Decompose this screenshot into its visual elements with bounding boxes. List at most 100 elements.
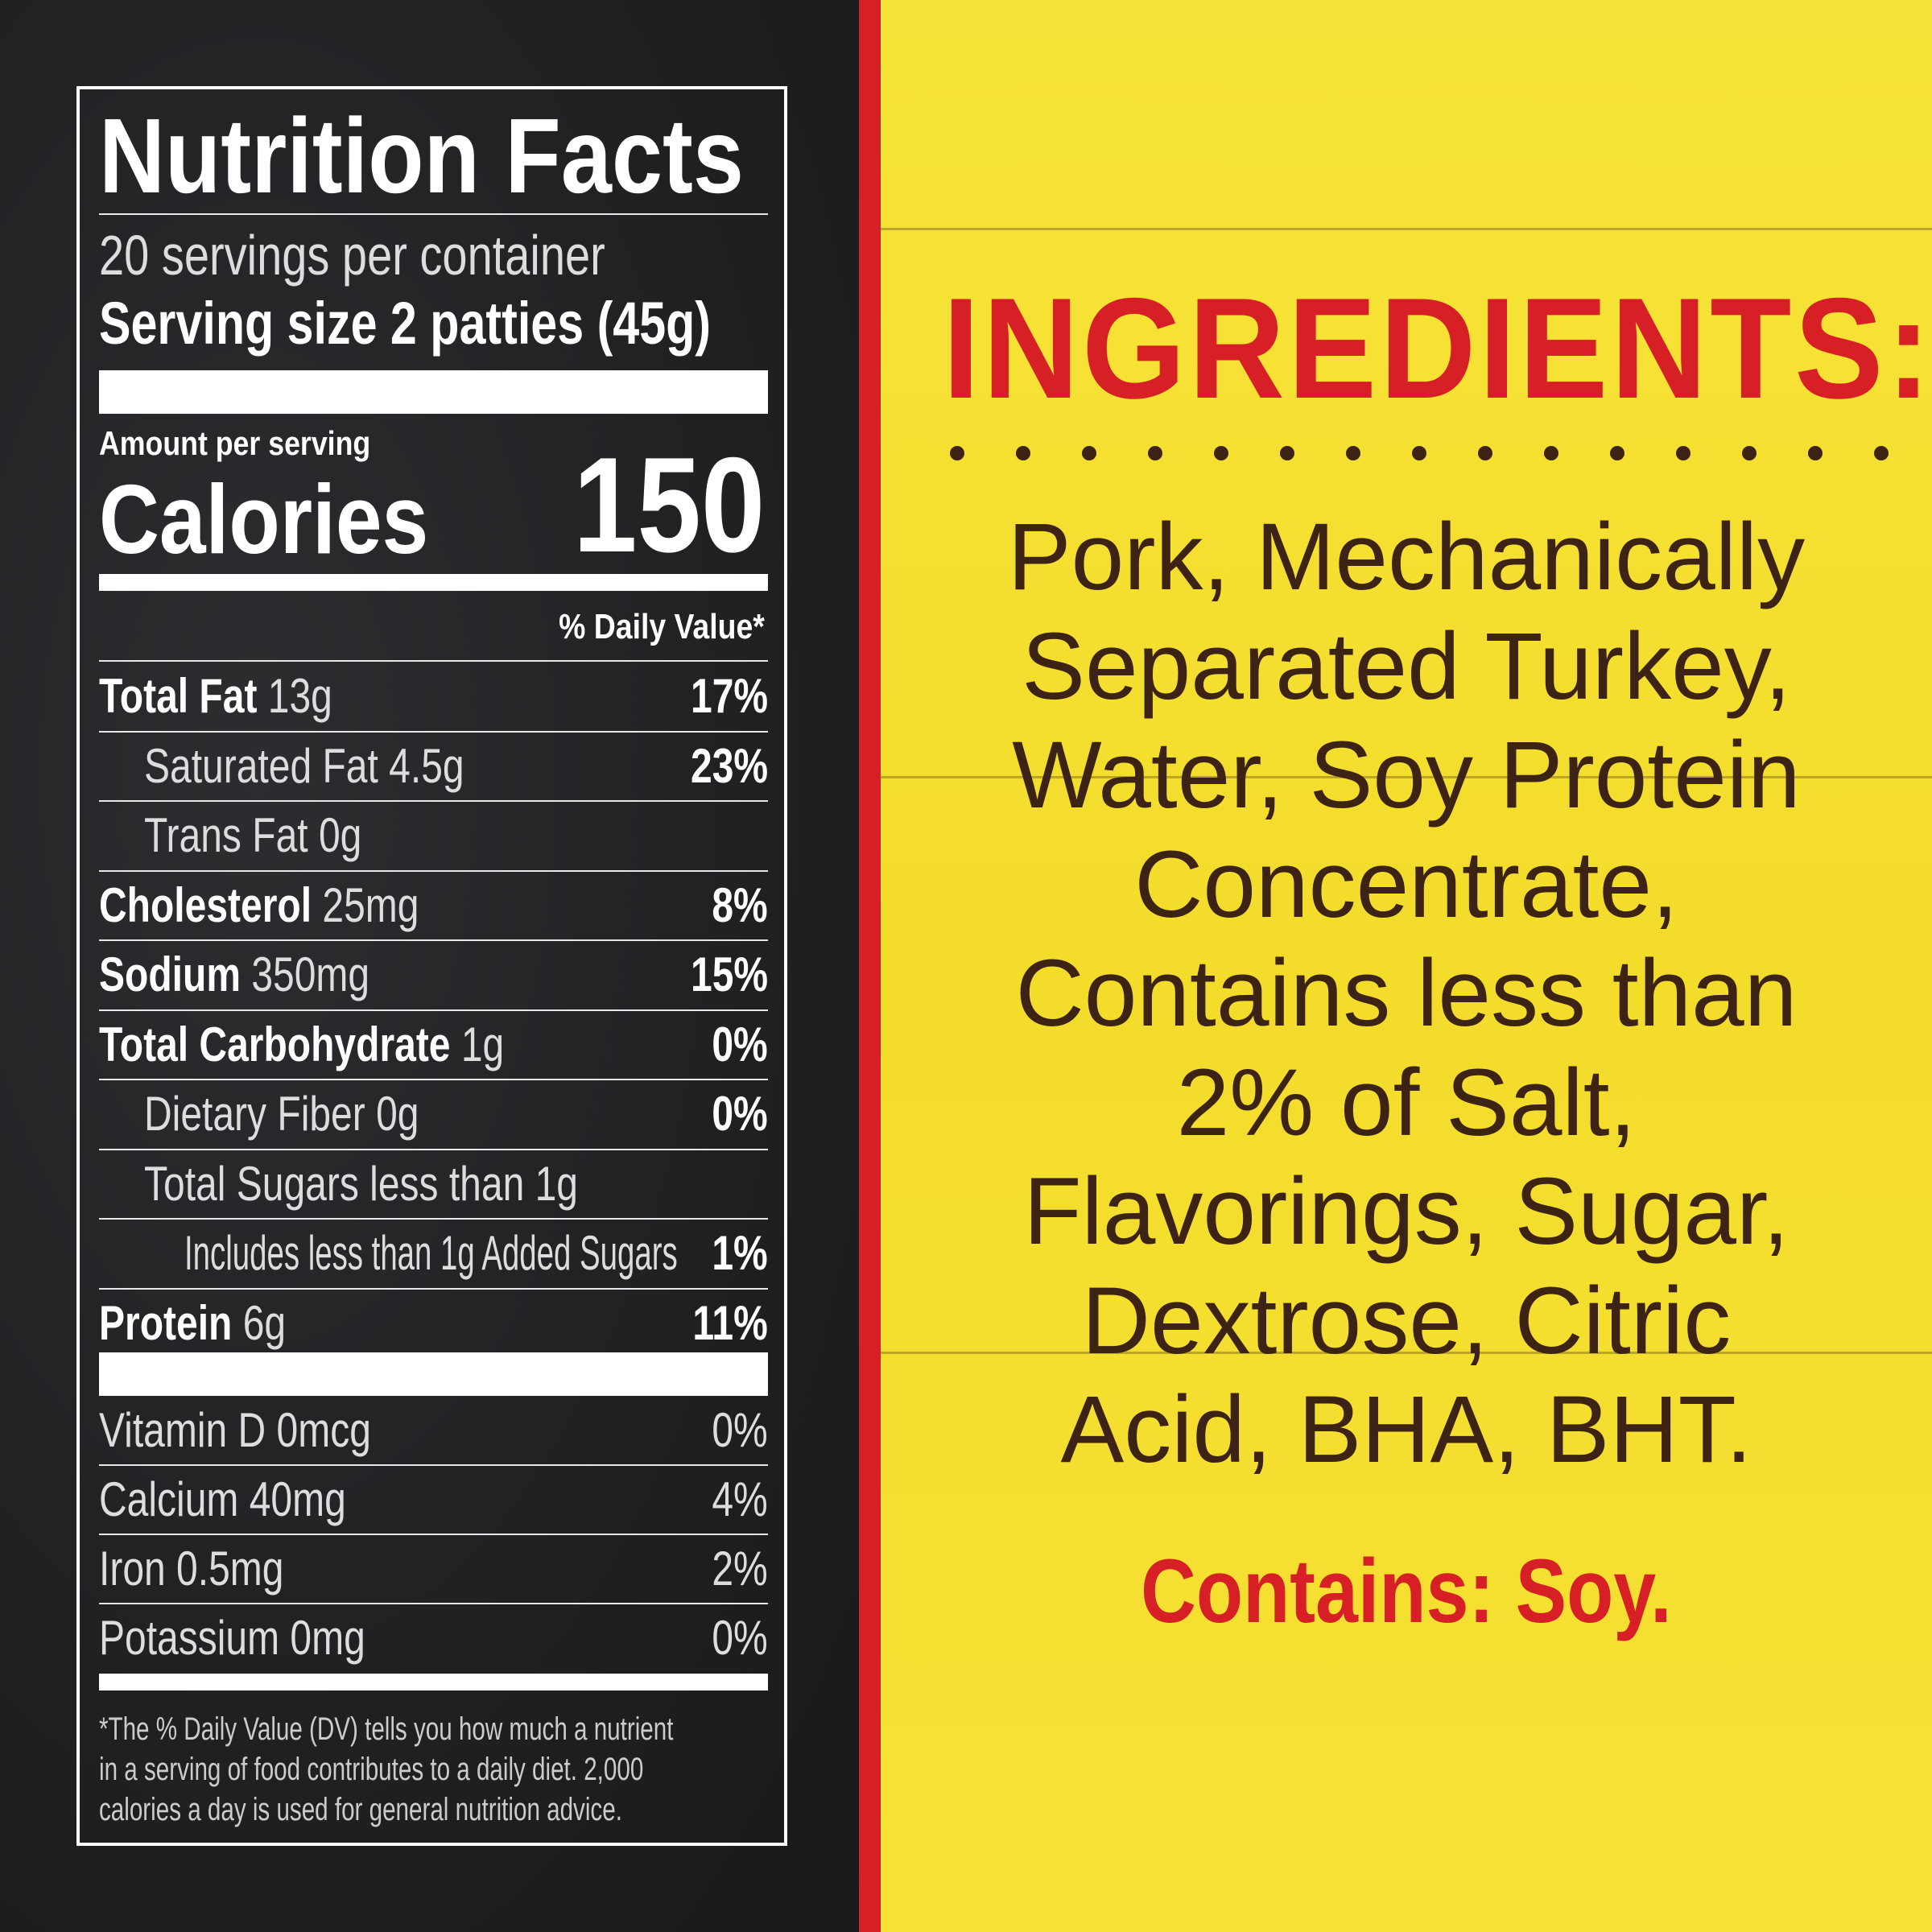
calories-label: Calories xyxy=(99,464,429,574)
nutrient-label: Saturated Fat 4.5g xyxy=(144,738,464,793)
nutrient-row: Total Sugars less than 1g xyxy=(99,1150,768,1219)
vitamin-row: Calcium 40mg 4% xyxy=(99,1465,768,1534)
nutrient-row: Saturated Fat 4.5g 23% xyxy=(99,732,768,801)
chalkboard-panel xyxy=(0,0,859,1932)
daily-value-header: % Daily Value* xyxy=(559,607,765,646)
vitamin-row: Potassium 0mg 0% xyxy=(99,1604,768,1673)
nutrient-row: Protein 6g 11% xyxy=(99,1289,768,1358)
daily-value-percent: 17% xyxy=(690,669,768,723)
divider xyxy=(99,1079,768,1080)
dot xyxy=(950,446,964,460)
nutrient-amount: 13g xyxy=(267,669,332,723)
daily-value-percent: 1% xyxy=(712,1226,768,1280)
nutrient-row: Dietary Fiber 0g 0% xyxy=(99,1080,768,1149)
allergen-text: Contains: Soy. xyxy=(1141,1541,1672,1641)
nutrient-label: Cholesterol 25mg xyxy=(99,871,419,940)
ingredient-line: Pork, Mechanically xyxy=(1007,504,1806,610)
nutrient-amount: 350mg xyxy=(251,947,370,1001)
wood-panel xyxy=(881,0,1932,1932)
nutrient-row: Sodium 350mg 15% xyxy=(99,940,768,1009)
daily-value-percent: 11% xyxy=(692,1295,768,1350)
nutrient-amount: 1g xyxy=(460,1017,505,1071)
dot xyxy=(1544,446,1558,460)
medium-bar xyxy=(99,1674,768,1690)
footnote-line: *The % Daily Value (DV) tells you how mu… xyxy=(99,1711,674,1747)
divider xyxy=(99,660,768,662)
footnote-line: in a serving of food contributes to a da… xyxy=(99,1752,644,1787)
plank-seam xyxy=(881,228,1932,230)
dot xyxy=(1412,446,1426,460)
daily-value-percent: 8% xyxy=(712,877,768,932)
divider xyxy=(99,730,768,733)
ingredient-line: Separated Turkey, xyxy=(1022,613,1791,720)
nutrient-row: Trans Fat 0g xyxy=(99,801,768,870)
divider xyxy=(99,1148,768,1150)
ingredient-line: Concentrate, xyxy=(1134,831,1678,938)
daily-value-percent: 0% xyxy=(712,1403,768,1457)
thick-bar xyxy=(99,1352,768,1396)
daily-value-percent: 15% xyxy=(690,947,768,1001)
allergen-statement: Contains: Soy. xyxy=(881,1542,1932,1641)
dot xyxy=(1742,446,1757,460)
dot xyxy=(1676,446,1690,460)
vitamin-label: Potassium 0mg xyxy=(99,1611,365,1665)
ingredient-line: Dextrose, Citric xyxy=(1081,1267,1732,1374)
dot xyxy=(1346,446,1360,460)
dot xyxy=(1478,446,1492,460)
calories-value: 150 xyxy=(572,429,765,580)
nutrient-amount: 6g xyxy=(242,1295,287,1350)
divider xyxy=(99,1464,768,1466)
nutrient-name: Cholesterol xyxy=(99,877,312,932)
nutrient-name: Sodium xyxy=(99,947,241,1001)
nutrient-label: Trans Fat 0g xyxy=(144,808,362,862)
nutrition-facts-label: Nutrition Facts 20 servings per containe… xyxy=(76,86,787,1846)
dot xyxy=(1610,446,1624,460)
nutrient-label: Protein 6g xyxy=(99,1289,286,1358)
vitamin-row: Vitamin D 0mcg 0% xyxy=(99,1396,768,1465)
nutrient-label: Total Carbohydrate 1g xyxy=(99,1010,504,1080)
nutrient-amount: 25mg xyxy=(322,877,419,932)
daily-value-percent: 0% xyxy=(712,1611,768,1665)
nutrient-name: Total Carbohydrate xyxy=(99,1017,451,1071)
nutrient-name: Protein xyxy=(99,1295,233,1350)
plank-seam xyxy=(881,1352,1932,1354)
divider xyxy=(99,1287,768,1290)
ingredients-title: INGREDIENTS: xyxy=(943,268,1932,428)
vitamin-label: Iron 0.5mg xyxy=(99,1542,284,1596)
dot xyxy=(1808,446,1823,460)
dot xyxy=(1016,446,1030,460)
servings-per-container: 20 servings per container xyxy=(99,224,605,287)
ingredient-line: Contains less than xyxy=(1015,940,1798,1046)
label-title: Nutrition Facts xyxy=(99,97,744,215)
daily-value-percent: 0% xyxy=(712,1087,768,1141)
divider xyxy=(99,1218,768,1220)
dot xyxy=(1148,446,1162,460)
nutrient-row: Includes less than 1g Added Sugars 1% xyxy=(99,1219,768,1288)
plank-seam xyxy=(881,776,1932,778)
divider xyxy=(99,1534,768,1535)
divider xyxy=(99,1603,768,1604)
ingredients-list: Pork, Mechanically Separated Turkey, Wat… xyxy=(881,503,1932,1485)
dot xyxy=(1082,446,1096,460)
nutrient-row: Total Fat 13g 17% xyxy=(99,662,768,731)
medium-bar xyxy=(99,574,768,591)
divider xyxy=(99,939,768,941)
footnote-line: calories a day is used for general nutri… xyxy=(99,1792,622,1827)
vitamin-label: Vitamin D 0mcg xyxy=(99,1403,371,1457)
daily-value-percent: 23% xyxy=(690,738,768,793)
red-divider xyxy=(859,0,881,1932)
daily-value-percent: 2% xyxy=(712,1542,768,1596)
vitamin-label: Calcium 40mg xyxy=(99,1472,346,1526)
vitamin-row: Iron 0.5mg 2% xyxy=(99,1534,768,1604)
divider xyxy=(99,869,768,872)
nutrient-label: Total Fat 13g xyxy=(99,662,332,731)
nutrient-row: Total Carbohydrate 1g 0% xyxy=(99,1010,768,1080)
nutrient-label: Dietary Fiber 0g xyxy=(144,1087,419,1141)
dot xyxy=(1214,446,1228,460)
serving-size: Serving size 2 patties (45g) xyxy=(99,290,712,357)
divider xyxy=(99,1009,768,1011)
dot xyxy=(1874,446,1889,460)
ingredient-line: Flavorings, Sugar, xyxy=(1023,1158,1790,1265)
nutrient-label: Total Sugars less than 1g xyxy=(144,1156,578,1211)
divider xyxy=(99,800,768,802)
